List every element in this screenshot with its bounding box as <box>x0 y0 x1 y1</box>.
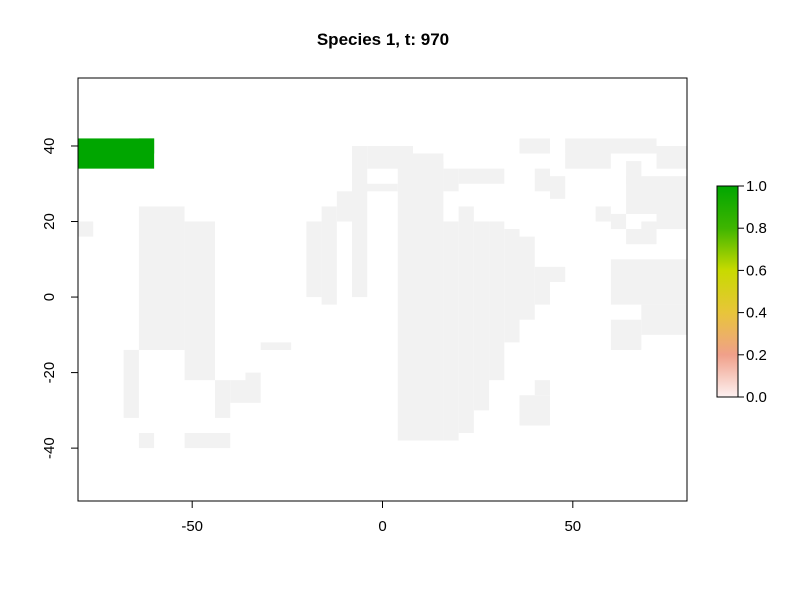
land-cell <box>534 168 550 192</box>
land-cell <box>78 221 94 237</box>
colorbar-tick-label: 0.2 <box>746 347 767 364</box>
land-cell <box>519 395 550 426</box>
land-cell <box>473 221 490 411</box>
land-cell <box>443 168 459 192</box>
land-cell <box>123 349 139 418</box>
colorbar-tick-label: 0.8 <box>746 220 767 237</box>
land-cell <box>458 168 505 184</box>
land-cell <box>519 138 550 154</box>
chart-title: Species 1, t: 970 <box>316 30 450 49</box>
land-cell <box>489 221 505 381</box>
land-cell <box>519 236 535 320</box>
land-cell <box>260 342 292 350</box>
land-cell <box>306 221 322 298</box>
land-cell <box>534 266 550 305</box>
land-cell <box>443 221 459 441</box>
land-cell <box>610 259 687 305</box>
land-cell <box>565 153 611 169</box>
x-tick-label: -50 <box>181 518 203 535</box>
land-cell <box>641 221 657 230</box>
land-cell <box>184 221 216 381</box>
land-cell <box>641 304 687 335</box>
x-tick-label: 50 <box>564 518 581 535</box>
land-cell <box>245 372 261 403</box>
land-cell <box>352 145 368 298</box>
land-cell <box>397 161 444 441</box>
land-cell <box>352 183 398 192</box>
colorbar-tick-label: 0.0 <box>746 389 767 406</box>
y-tick-label: 0 <box>41 293 58 301</box>
land-cell <box>656 145 687 169</box>
land-cell <box>534 380 550 396</box>
colorbar-tick-label: 0.4 <box>746 305 767 322</box>
land-cell <box>458 206 474 434</box>
land-cell <box>610 319 642 350</box>
land-cell <box>215 380 231 418</box>
y-tick-label: 20 <box>41 213 58 230</box>
land-cell <box>367 145 413 169</box>
land-cell <box>321 206 337 305</box>
land-cell <box>138 206 185 350</box>
land-cell <box>565 138 657 154</box>
land-cell <box>504 229 520 343</box>
land-cell <box>412 153 444 169</box>
colorbar: 0.0 0.2 0.4 0.6 0.8 1.0 <box>716 178 767 406</box>
land-cell <box>184 433 231 449</box>
land-cell <box>626 229 657 245</box>
land-cell <box>138 433 155 449</box>
land-cell <box>549 176 566 199</box>
land-cell <box>626 161 642 184</box>
land-cells <box>78 138 687 449</box>
land-cell <box>336 191 353 222</box>
land-cell <box>610 213 627 230</box>
land-cell <box>595 206 611 222</box>
y-tick-label: -40 <box>41 437 58 459</box>
axes: -50 0 50 -40 -20 0 20 40 <box>41 138 581 535</box>
colorbar-tick-label: 0.6 <box>746 262 767 279</box>
occupancy-cells <box>78 138 155 169</box>
y-tick-label: -20 <box>41 362 58 384</box>
occupied-cell <box>138 138 155 154</box>
y-tick-label: 40 <box>41 138 58 155</box>
land-cell <box>230 380 246 403</box>
land-cell <box>656 213 687 230</box>
colorbar-tick-label: 1.0 <box>746 178 767 195</box>
land-cell <box>549 266 566 282</box>
colorbar-scale <box>716 185 739 398</box>
x-tick-label: 0 <box>378 518 386 535</box>
